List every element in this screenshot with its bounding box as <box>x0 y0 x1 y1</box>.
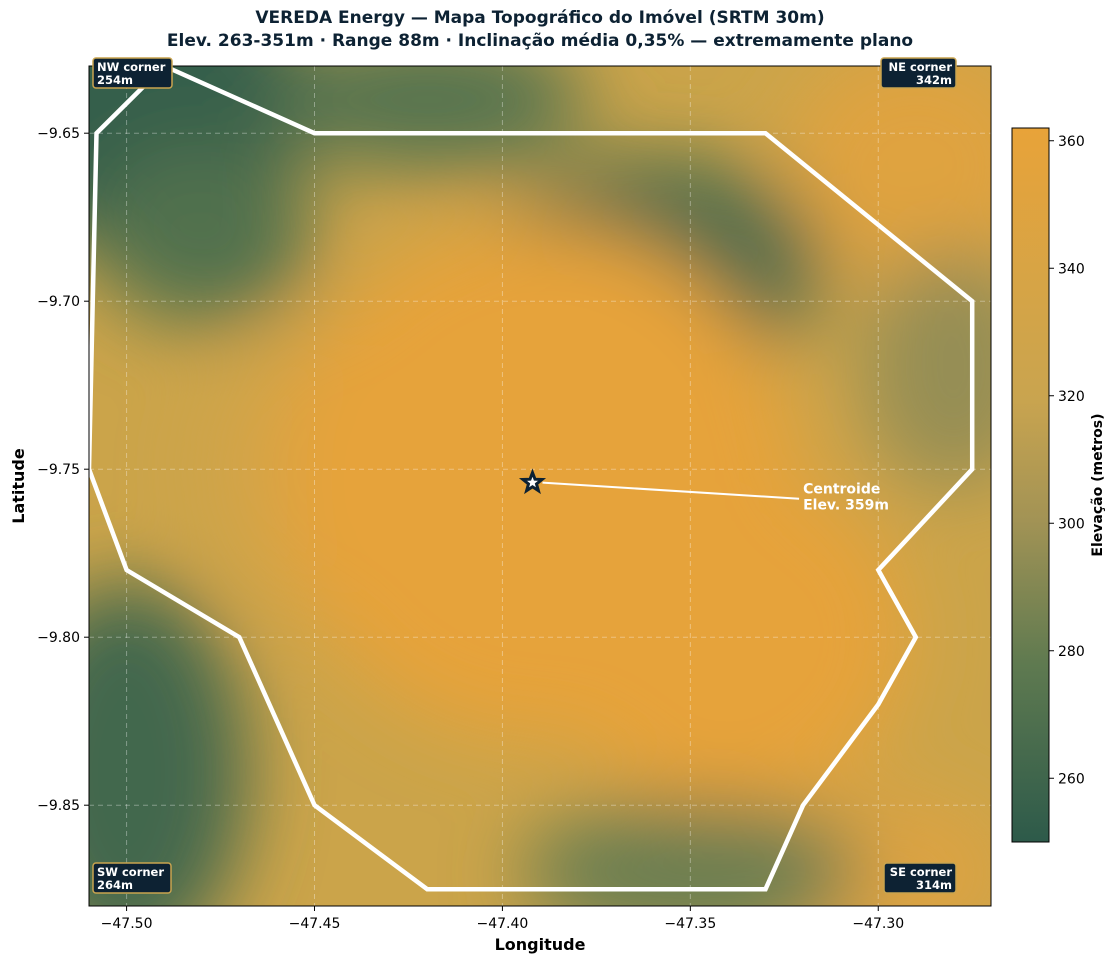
colorbar-tick-label-2: 300 <box>1058 516 1085 532</box>
chart-subtitle: Elev. 263-351m · Range 88m · Inclinação … <box>167 31 913 51</box>
y-tick-label-0: −9.65 <box>37 126 80 142</box>
corner-label-se-value: 314m <box>916 878 952 892</box>
colorbar: 260 280 300 320 340 360 Elevação (metros) <box>1011 127 1106 843</box>
y-tick-label-2: −9.75 <box>37 462 80 478</box>
centroid-star-icon <box>518 468 547 495</box>
x-tick-label-4: −47.30 <box>852 916 904 932</box>
corner-label-ne-title: NE corner <box>888 60 952 74</box>
corner-label-nw: NW corner 254m <box>92 57 173 89</box>
corner-label-nw-title: NW corner <box>97 60 166 74</box>
y-tick-label-4: −9.85 <box>37 798 80 814</box>
corner-label-ne-value: 342m <box>916 73 952 87</box>
plot-area: Centroide Elev. 359m <box>89 66 991 906</box>
property-boundary <box>89 66 975 892</box>
centroid-elevation-label: Elev. 359m <box>803 498 889 514</box>
centroid-label: Centroide <box>803 482 880 498</box>
corner-label-se: SE corner 314m <box>883 862 957 894</box>
corner-label-nw-value: 254m <box>97 73 133 87</box>
corner-label-sw-value: 264m <box>97 878 133 892</box>
x-tick-label-1: −47.45 <box>289 916 341 932</box>
colorbar-tick-label-1: 280 <box>1058 644 1085 660</box>
x-axis-label: Longitude <box>495 935 586 954</box>
corner-label-ne: NE corner 342m <box>880 57 957 89</box>
x-tick-label-0: −47.50 <box>101 916 153 932</box>
terrain-feature-5 <box>89 581 247 906</box>
corner-label-se-title: SE corner <box>890 865 953 879</box>
corner-label-sw-title: SW corner <box>97 865 164 879</box>
terrain-feature-4 <box>863 248 991 489</box>
x-tick-label-2: −47.40 <box>477 916 529 932</box>
colorbar-label: Elevação (metros) <box>1090 413 1106 556</box>
colorbar-tick-label-4: 340 <box>1058 261 1085 277</box>
y-tick-label-1: −9.70 <box>37 294 80 310</box>
y-axis: −9.65 −9.70 −9.75 −9.80 −9.85 <box>37 126 89 814</box>
terrain-highland-1 <box>785 66 991 287</box>
terrain-feature-2 <box>267 66 588 170</box>
plot-frame <box>88 65 992 907</box>
colorbar-ticks: 260 280 300 320 340 360 <box>1049 134 1085 787</box>
y-axis-label: Latitude <box>9 448 28 524</box>
colorbar-tick-label-3: 320 <box>1058 389 1085 405</box>
colorbar-tick-label-0: 260 <box>1058 771 1085 787</box>
x-axis: −47.50 −47.45 −47.40 −47.35 −47.30 <box>101 906 904 932</box>
corner-label-sw: SW corner 264m <box>92 862 172 894</box>
centroid-leader-line <box>542 481 800 500</box>
y-tick-label-3: −9.80 <box>37 630 80 646</box>
chart-title: VEREDA Energy — Mapa Topográfico do Imóv… <box>255 8 824 28</box>
x-tick-label-3: −47.35 <box>664 916 716 932</box>
terrain-feature-6 <box>520 802 861 906</box>
terrain-feature-1 <box>91 144 312 324</box>
colorbar-tick-label-5: 360 <box>1058 134 1085 150</box>
colorbar-gradient <box>1011 127 1050 843</box>
